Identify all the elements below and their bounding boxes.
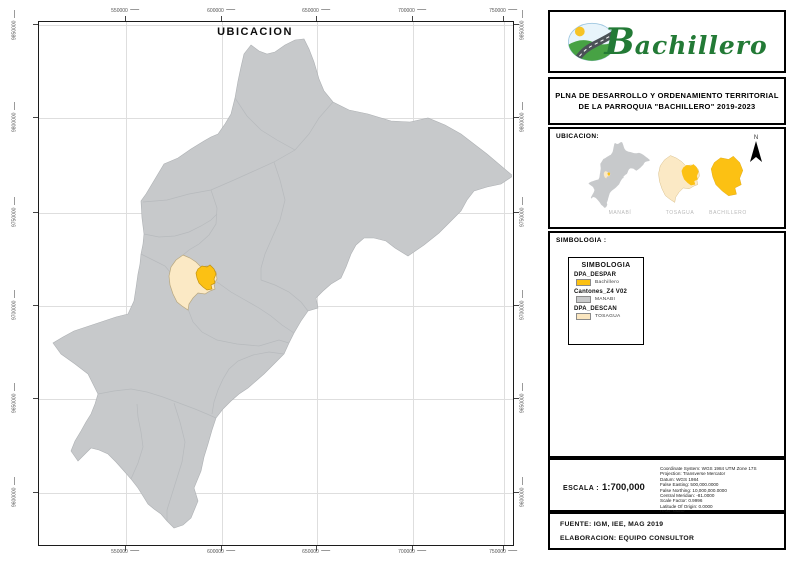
tick-mark (514, 492, 519, 493)
title-box: PLNA DE DESARROLLO Y ORDENAMIENTO TERRIT… (548, 77, 786, 125)
north-arrow: N (748, 135, 764, 163)
document-title-line2: DE LA PARROQUIA "BACHILLERO" 2019-2023 (578, 102, 756, 111)
bachillero-logo: Bachillero (566, 19, 767, 65)
tick-mark (514, 24, 519, 25)
tick-mark (33, 305, 38, 306)
gridline (39, 399, 513, 400)
ubicacion-label: UBICACION: (556, 133, 599, 140)
gridline (39, 493, 513, 494)
scale-value: 1:700,000 (602, 482, 645, 493)
legend-group-label: Cantones_Z4 V02 (574, 289, 628, 295)
logo-road-icon (568, 22, 617, 61)
tick-mark (33, 117, 38, 118)
tick-mark (316, 16, 317, 21)
tick-mark (33, 492, 38, 493)
mini-map-bachillero (710, 155, 744, 197)
x-axis-tick: 700000 (398, 8, 426, 14)
tick-mark (514, 117, 519, 118)
mini-map-label: TOSAGUA (665, 210, 695, 216)
legend-item: TOSAGUA (576, 313, 643, 320)
x-axis-tick: 600000 (207, 8, 235, 14)
gridline (126, 22, 127, 545)
legend-swatch-bachillero (576, 279, 591, 286)
y-axis-tick: 9850000 (517, 2, 528, 48)
gridline (39, 25, 513, 26)
tick-mark (33, 24, 38, 25)
x-axis-tick: 750000 (489, 8, 517, 14)
tick-mark (33, 398, 38, 399)
tick-mark (33, 212, 38, 213)
elaboracion-line: ELABORACION: EQUIPO CONSULTOR (560, 535, 695, 542)
y-axis-tick: 9700000 (9, 282, 20, 328)
tick-mark (503, 16, 504, 21)
x-axis-tick: 750000 (489, 549, 517, 555)
x-axis-tick: 550000 (111, 549, 139, 555)
tick-mark (514, 305, 519, 306)
tick-mark (125, 546, 126, 551)
scale-label: ESCALA : (563, 485, 599, 492)
mini-map-label: MANABÍ (608, 210, 632, 216)
gridline (413, 22, 414, 545)
logo-wordmark: Bachillero (604, 20, 768, 63)
document-title-line1: PLNA DE DESARROLLO Y ORDENAMIENTO TERRIT… (555, 91, 779, 100)
ubicacion-box: UBICACION: MANABÍ TOSAGUA BACHILLERO N (548, 127, 786, 229)
x-axis-tick: 700000 (398, 549, 426, 555)
tick-mark (514, 212, 519, 213)
logo-box: Bachillero (548, 10, 786, 73)
mini-map-manabi (587, 141, 651, 209)
tick-mark (221, 546, 222, 551)
tick-mark (221, 16, 222, 21)
tick-mark (125, 16, 126, 21)
y-axis-tick: 9800000 (9, 94, 20, 140)
y-axis-tick: 9650000 (9, 375, 20, 421)
gridline (504, 22, 505, 545)
legend-group-label: DPA_DESPAR (574, 272, 617, 278)
tick-mark (412, 16, 413, 21)
simbologia-label: SIMBOLOGIA : (556, 237, 607, 244)
coordinate-system-info: Coordinate System: WGS 1984 UTM Zone 17S… (660, 466, 757, 514)
x-axis-tick: 650000 (302, 549, 330, 555)
tick-mark (316, 546, 317, 551)
legend-title: SIMBOLOGIA (581, 262, 631, 269)
legend-item: MANABI (576, 296, 643, 303)
mini-map-label: BACHILLERO (709, 210, 747, 216)
north-arrow-icon (750, 141, 762, 162)
y-axis-tick: 9850000 (9, 2, 20, 48)
tick-mark (412, 546, 413, 551)
simbologia-box: SIMBOLOGIA : SIMBOLOGIA DPA_DESPAR Bachi… (548, 231, 786, 458)
map-title: UBICACION (217, 26, 293, 38)
fuente-box: FUENTE: IGM, IEE, MAG 2019 ELABORACION: … (548, 512, 786, 550)
y-axis-tick: 9750000 (9, 189, 20, 235)
legend-swatch-tosagua (576, 313, 591, 320)
tick-mark (514, 398, 519, 399)
escala-box: ESCALA : 1:700,000 Coordinate System: WG… (548, 458, 786, 514)
manabi-province-shape (52, 38, 512, 529)
legend: SIMBOLOGIA DPA_DESPAR Bachillero Cantone… (568, 257, 644, 345)
y-axis-tick: 9600000 (9, 469, 20, 515)
main-map-frame (38, 21, 514, 546)
province-map (52, 38, 512, 529)
north-label: N (753, 135, 759, 141)
legend-item: Bachillero (576, 279, 643, 286)
tick-mark (503, 546, 504, 551)
x-axis-tick: 550000 (111, 8, 139, 14)
legend-swatch-manabi (576, 296, 591, 303)
mini-map-tosagua (658, 155, 700, 203)
x-axis-tick: 600000 (207, 549, 235, 555)
source-line: FUENTE: IGM, IEE, MAG 2019 (560, 521, 664, 528)
legend-group-label: DPA_DESCAN (574, 306, 617, 312)
x-axis-tick: 650000 (302, 8, 330, 14)
